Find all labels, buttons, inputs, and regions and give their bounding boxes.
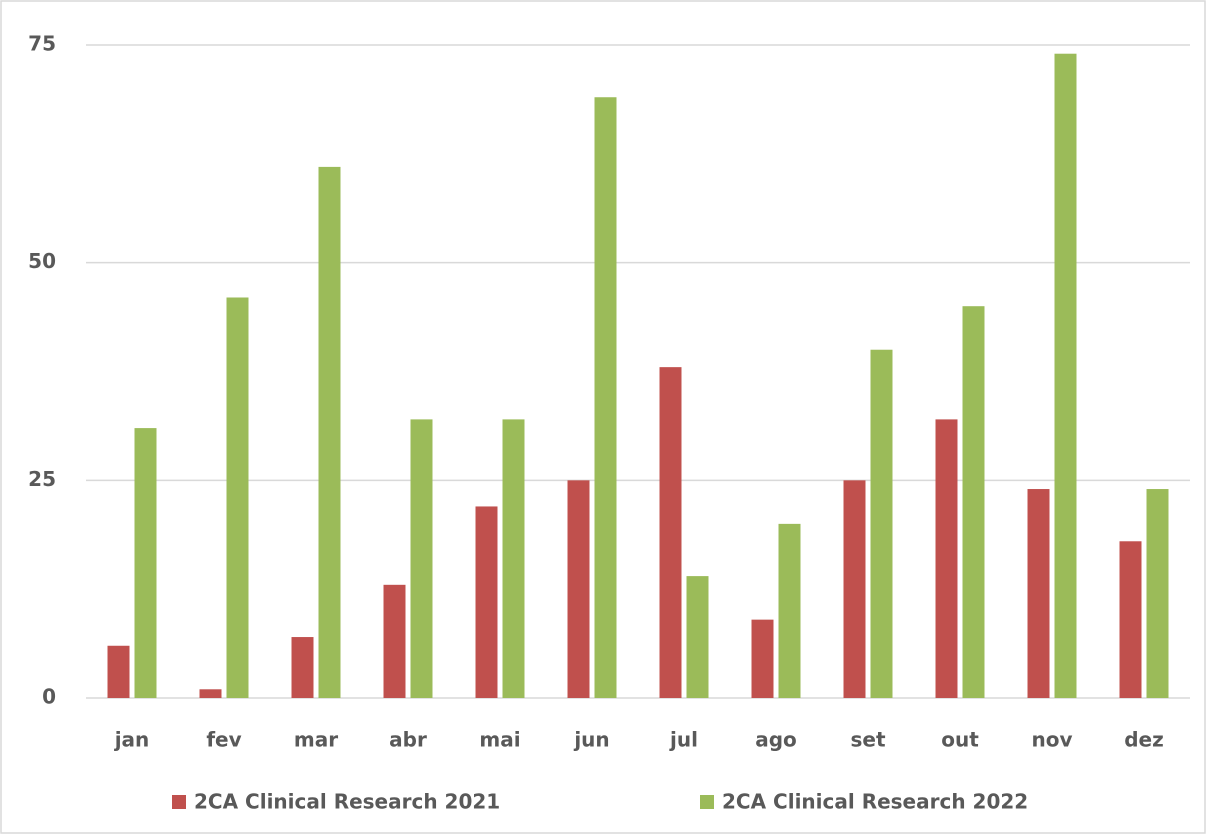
y-tick-label: 25 [28,467,56,491]
bar [410,419,433,698]
bar [962,306,985,698]
x-tick-label: set [850,728,885,752]
y-tick-label: 75 [28,32,56,56]
bar [1146,489,1169,698]
x-tick-label: jun [573,728,609,752]
x-tick-label: mar [294,728,338,752]
bar [594,97,617,699]
bar [318,166,341,699]
legend-label: 2CA Clinical Research 2021 [194,790,500,814]
x-tick-label: ago [755,728,797,752]
bar [751,619,774,698]
legend-swatch [700,795,714,809]
bar [843,480,866,698]
bar [134,428,157,698]
bar [1119,541,1142,698]
y-tick-label: 0 [42,685,56,709]
bar [199,689,222,698]
bar [778,523,801,698]
x-tick-label: fev [206,728,241,752]
x-tick-label: jan [114,728,150,752]
x-tick-label: mai [479,728,520,752]
bar [226,297,249,698]
bar [1054,53,1077,698]
bar [1027,489,1050,698]
x-tick-label: dez [1124,728,1164,752]
x-tick-label: jul [669,728,698,752]
x-tick-label: out [941,728,979,752]
bar [659,367,682,698]
x-tick-label: nov [1031,728,1072,752]
legend-swatch [172,795,186,809]
bar [291,637,314,698]
bar [935,419,958,698]
y-tick-label: 50 [28,249,56,273]
bar [567,480,590,698]
bar [870,349,893,698]
bar [686,576,709,698]
x-tick-label: abr [389,728,427,752]
bar [107,645,130,698]
bar [475,506,498,698]
legend-label: 2CA Clinical Research 2022 [722,790,1028,814]
bar [383,584,406,698]
bar [502,419,525,698]
